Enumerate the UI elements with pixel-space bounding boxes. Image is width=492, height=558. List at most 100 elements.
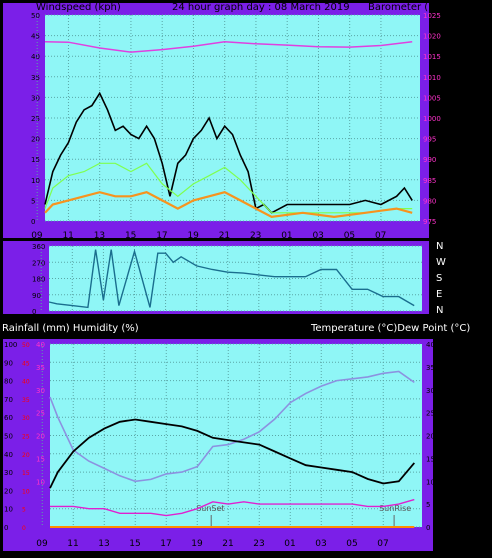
pink-y-tick-40: 40 — [36, 341, 45, 349]
pressure-y-tick-980: 980 — [423, 197, 436, 205]
temperature-y-tick-20: 20 — [426, 433, 435, 441]
temperature-y-tick-25: 25 — [426, 410, 435, 418]
temperature-y-tick-15: 15 — [426, 455, 435, 463]
temp-x-tick-11: 11 — [67, 539, 78, 549]
temperature-line — [49, 418, 415, 489]
wind-x-tick-19: 19 — [187, 231, 199, 241]
wind-gust-line — [44, 91, 413, 214]
temp-x-tick-23: 23 — [253, 539, 264, 549]
wind-y-tick-30: 30 — [31, 94, 40, 102]
direction-y-tick-270: 270 — [32, 259, 45, 267]
rain-y-tick-35: 35 — [22, 397, 30, 404]
wind-y-tick-35: 35 — [31, 74, 40, 82]
temp-x-tick-13: 13 — [98, 539, 109, 549]
wind-y-tick-20: 20 — [31, 136, 40, 144]
humidity-y-tick-0: 0 — [4, 524, 8, 532]
humidity-line — [49, 370, 415, 483]
temperature-y-tick-0: 0 — [426, 524, 430, 532]
temperature-y-tick-5: 5 — [426, 501, 430, 509]
temperature-dewpoint-axis-title: Temperature (°C)Dew Point (°C) — [310, 323, 470, 334]
pressure-y-tick-1020: 1020 — [423, 33, 441, 41]
rain-y-tick-0: 0 — [22, 525, 26, 532]
pressure-y-tick-985: 985 — [423, 177, 436, 185]
pressure-line — [44, 41, 413, 53]
dewpoint-line — [50, 498, 415, 517]
humidity-y-tick-30: 30 — [4, 469, 13, 477]
wind-y-tick-50: 50 — [31, 12, 40, 20]
compass-label-N-0: N — [436, 241, 443, 252]
pink-y-tick-15: 15 — [36, 455, 45, 463]
pressure-y-tick-990: 990 — [423, 156, 436, 164]
temp-x-tick-21: 21 — [222, 539, 233, 549]
rain-y-tick-40: 40 — [22, 379, 30, 386]
temp-x-tick-09: 09 — [36, 539, 48, 549]
pressure-y-tick-1010: 1010 — [423, 74, 441, 82]
temp-x-tick-07: 07 — [377, 539, 388, 549]
pressure-y-tick-995: 995 — [423, 136, 436, 144]
temp-x-tick-03: 03 — [315, 539, 326, 549]
wind-x-tick-05: 05 — [344, 231, 355, 241]
temp-x-tick-01: 01 — [284, 539, 295, 549]
pressure-y-tick-1025: 1025 — [423, 12, 441, 20]
humidity-y-tick-100: 100 — [4, 341, 17, 349]
temperature-humidity-chart: 0102030405060708090100101520253035400510… — [4, 341, 435, 549]
wind-mid-line — [44, 162, 413, 214]
windspeed-axis-title: Windspeed (kph) — [36, 2, 121, 13]
wind-x-tick-07: 07 — [375, 231, 386, 241]
temperature-y-tick-10: 10 — [426, 478, 435, 486]
humidity-y-tick-10: 10 — [4, 506, 13, 514]
rainfall-humidity-axis-title: Rainfall (mm) Humidity (%) — [2, 323, 139, 334]
humidity-y-tick-20: 20 — [4, 487, 13, 495]
temperature-y-tick-40: 40 — [426, 341, 435, 349]
rain-y-tick-20: 20 — [22, 452, 30, 459]
wind-y-tick-15: 15 — [31, 156, 40, 164]
wind-y-tick-40: 40 — [31, 53, 40, 61]
rain-y-tick-45: 45 — [22, 360, 30, 367]
temperature-y-tick-30: 30 — [426, 387, 435, 395]
compass-label-W-1: W — [436, 257, 446, 268]
wind-y-tick-25: 25 — [31, 115, 40, 123]
direction-line — [48, 248, 415, 309]
wind-x-tick-11: 11 — [62, 231, 73, 241]
annotation-label-sunrise: SunRise — [379, 504, 411, 513]
pressure-y-tick-1000: 1000 — [423, 115, 441, 123]
humidity-y-tick-90: 90 — [4, 359, 13, 367]
wind-x-tick-15: 15 — [125, 231, 136, 241]
annotation-label-sunset: SunSet — [196, 504, 224, 513]
pink-y-tick-35: 35 — [36, 364, 45, 372]
wind-avg-line — [44, 191, 413, 219]
direction-y-tick-90: 90 — [32, 292, 41, 300]
temperature-y-tick-35: 35 — [426, 364, 435, 372]
humidity-y-tick-70: 70 — [4, 396, 13, 404]
pressure-y-tick-1005: 1005 — [423, 94, 441, 102]
humidity-y-tick-60: 60 — [4, 414, 13, 422]
temp-x-tick-15: 15 — [129, 539, 140, 549]
temp-x-tick-05: 05 — [346, 539, 357, 549]
direction-y-tick-180: 180 — [32, 276, 45, 284]
rain-y-tick-50: 50 — [22, 342, 30, 349]
rain-y-tick-30: 30 — [22, 415, 30, 422]
wind-x-tick-09: 09 — [31, 231, 43, 241]
rain-y-tick-25: 25 — [22, 434, 30, 441]
humidity-y-tick-80: 80 — [4, 378, 13, 386]
rain-y-tick-5: 5 — [22, 507, 26, 514]
humidity-y-tick-40: 40 — [4, 451, 13, 459]
pressure-y-tick-1015: 1015 — [423, 53, 441, 61]
wind-x-tick-21: 21 — [219, 231, 230, 241]
barometer-axis-title: Barometer (hpa) — [368, 2, 451, 13]
wind-x-tick-03: 03 — [312, 231, 323, 241]
wind-x-tick-01: 01 — [281, 231, 292, 241]
rain-y-tick-15: 15 — [22, 470, 30, 477]
pressure-y-tick-975: 975 — [423, 218, 436, 226]
wind-x-tick-23: 23 — [250, 231, 261, 241]
pink-y-tick-20: 20 — [36, 433, 45, 441]
rain-y-tick-10: 10 — [22, 488, 30, 495]
graph-date-title: 24 hour graph day : 08 March 2019 — [172, 2, 350, 13]
compass-label-N-4: N — [436, 305, 443, 316]
temp-x-tick-17: 17 — [160, 539, 171, 549]
wind-y-tick-10: 10 — [31, 177, 40, 185]
pink-y-tick-25: 25 — [36, 410, 45, 418]
